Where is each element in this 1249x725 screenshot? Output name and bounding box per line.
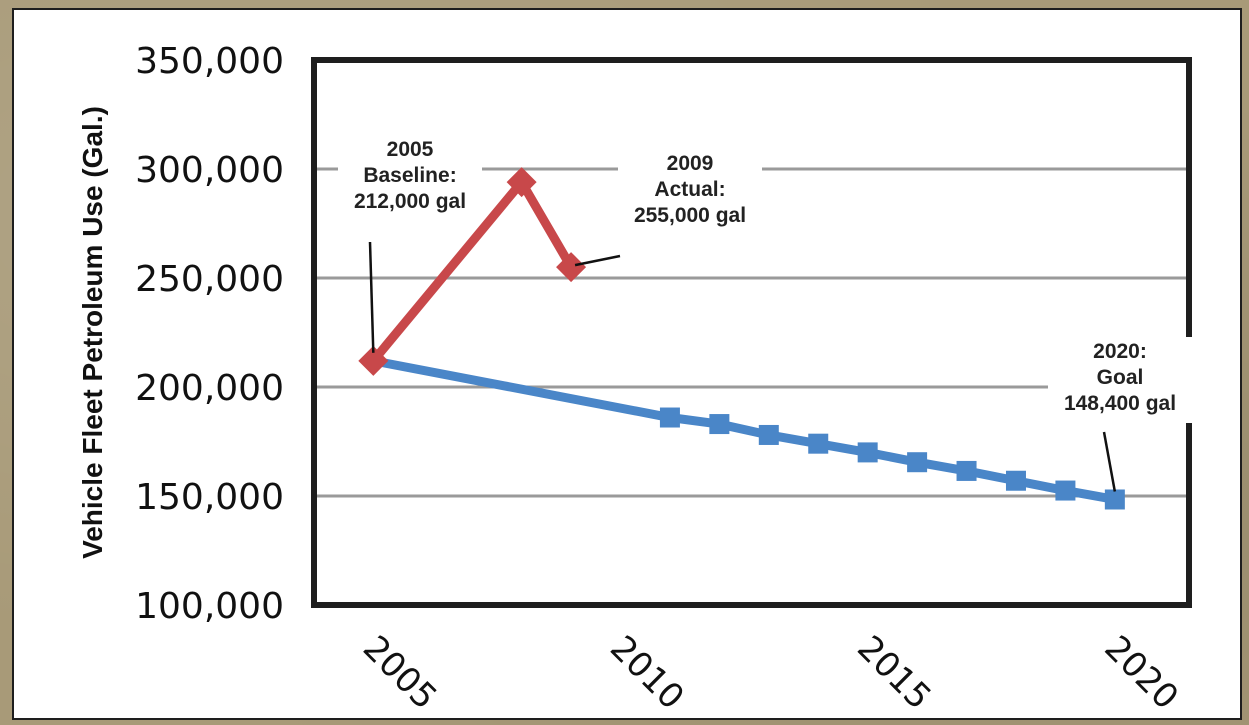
goal-point xyxy=(1104,489,1125,510)
annotation-background xyxy=(338,135,482,221)
goal-point xyxy=(659,407,680,428)
goal-point xyxy=(709,414,730,435)
annotation-leader xyxy=(368,241,375,353)
y-tick-label: 150,000 xyxy=(135,477,284,518)
x-tick-label: 2020 xyxy=(1096,628,1185,717)
annotation-leader xyxy=(574,254,621,267)
annotation-text: Goal xyxy=(1097,366,1144,389)
annotation-text: 212,000 gal xyxy=(354,190,466,213)
x-tick-label: 2015 xyxy=(849,628,938,717)
annotation-text: Baseline: xyxy=(363,164,456,187)
annotation-text: 148,400 gal xyxy=(1064,392,1176,415)
y-tick-label: 200,000 xyxy=(135,368,284,409)
actual-point xyxy=(556,252,587,283)
x-tick-label: 2005 xyxy=(355,628,444,717)
y-tick-label: 250,000 xyxy=(135,259,284,300)
goal-point xyxy=(857,442,878,463)
goal-point xyxy=(956,460,977,481)
annotation-text: 2009 xyxy=(667,152,714,175)
goal-point xyxy=(907,452,928,473)
actual-point xyxy=(506,167,537,198)
y-tick-label: 350,000 xyxy=(135,41,284,82)
goal-point xyxy=(808,433,829,454)
y-axis-ticks: 100,000 150,000 200,000 250,000 300,000 350,0… xyxy=(135,41,284,627)
petroleum-use-chart: 100,000 150,000 200,000 250,000 300,000 350,0… xyxy=(77,41,1192,718)
annotation-text: 255,000 gal xyxy=(634,204,746,227)
annotation-background xyxy=(618,149,762,235)
goal-series-line xyxy=(372,356,1116,504)
annotations: 2005 Baseline: 212,000 gal 2009 Actual: 255,0… xyxy=(338,135,1192,492)
plot-frame xyxy=(311,57,1192,608)
annotation-text: 2005 xyxy=(387,138,434,161)
x-tick-label: 2010 xyxy=(602,628,691,717)
annotation-background xyxy=(1048,337,1192,423)
annotation-text: Actual: xyxy=(654,178,725,201)
y-tick-label: 300,000 xyxy=(135,150,284,191)
series-layer xyxy=(358,167,1125,510)
goal-point xyxy=(758,424,779,445)
y-tick-label: 100,000 xyxy=(135,586,284,627)
goal-point xyxy=(1055,480,1076,501)
x-axis-ticks: 2005 2010 2015 2020 xyxy=(355,628,1186,717)
actual-point xyxy=(358,345,389,376)
chart-panel: 100,000 150,000 200,000 250,000 300,000 350,0… xyxy=(12,8,1242,720)
annotation-leader xyxy=(1102,431,1117,492)
y-axis-label: Vehicle Fleet Petroleum Use (Gal.) xyxy=(77,106,108,559)
annotation-text: 2020: xyxy=(1093,340,1147,363)
goal-point xyxy=(1005,470,1026,491)
